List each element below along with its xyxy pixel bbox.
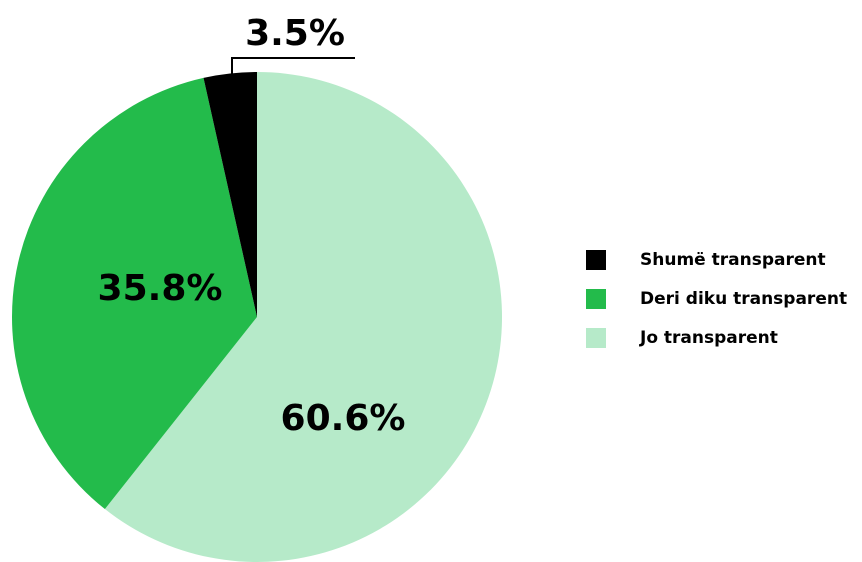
legend-label: Deri diku transparent xyxy=(640,289,847,309)
pie-slice xyxy=(11,77,257,510)
legend-swatch xyxy=(586,250,606,270)
leader-line xyxy=(231,57,355,76)
pie-slice xyxy=(104,72,502,562)
data-label: 35.8% xyxy=(98,268,223,309)
legend-label: Jo transparent xyxy=(639,328,778,348)
pie-slice xyxy=(203,72,257,317)
data-label: 3.5% xyxy=(245,13,345,54)
legend-swatch xyxy=(586,289,606,309)
data-label: 60.6% xyxy=(281,398,406,439)
legend-swatch xyxy=(586,328,606,348)
legend-label: Shumë transparent xyxy=(640,250,826,270)
